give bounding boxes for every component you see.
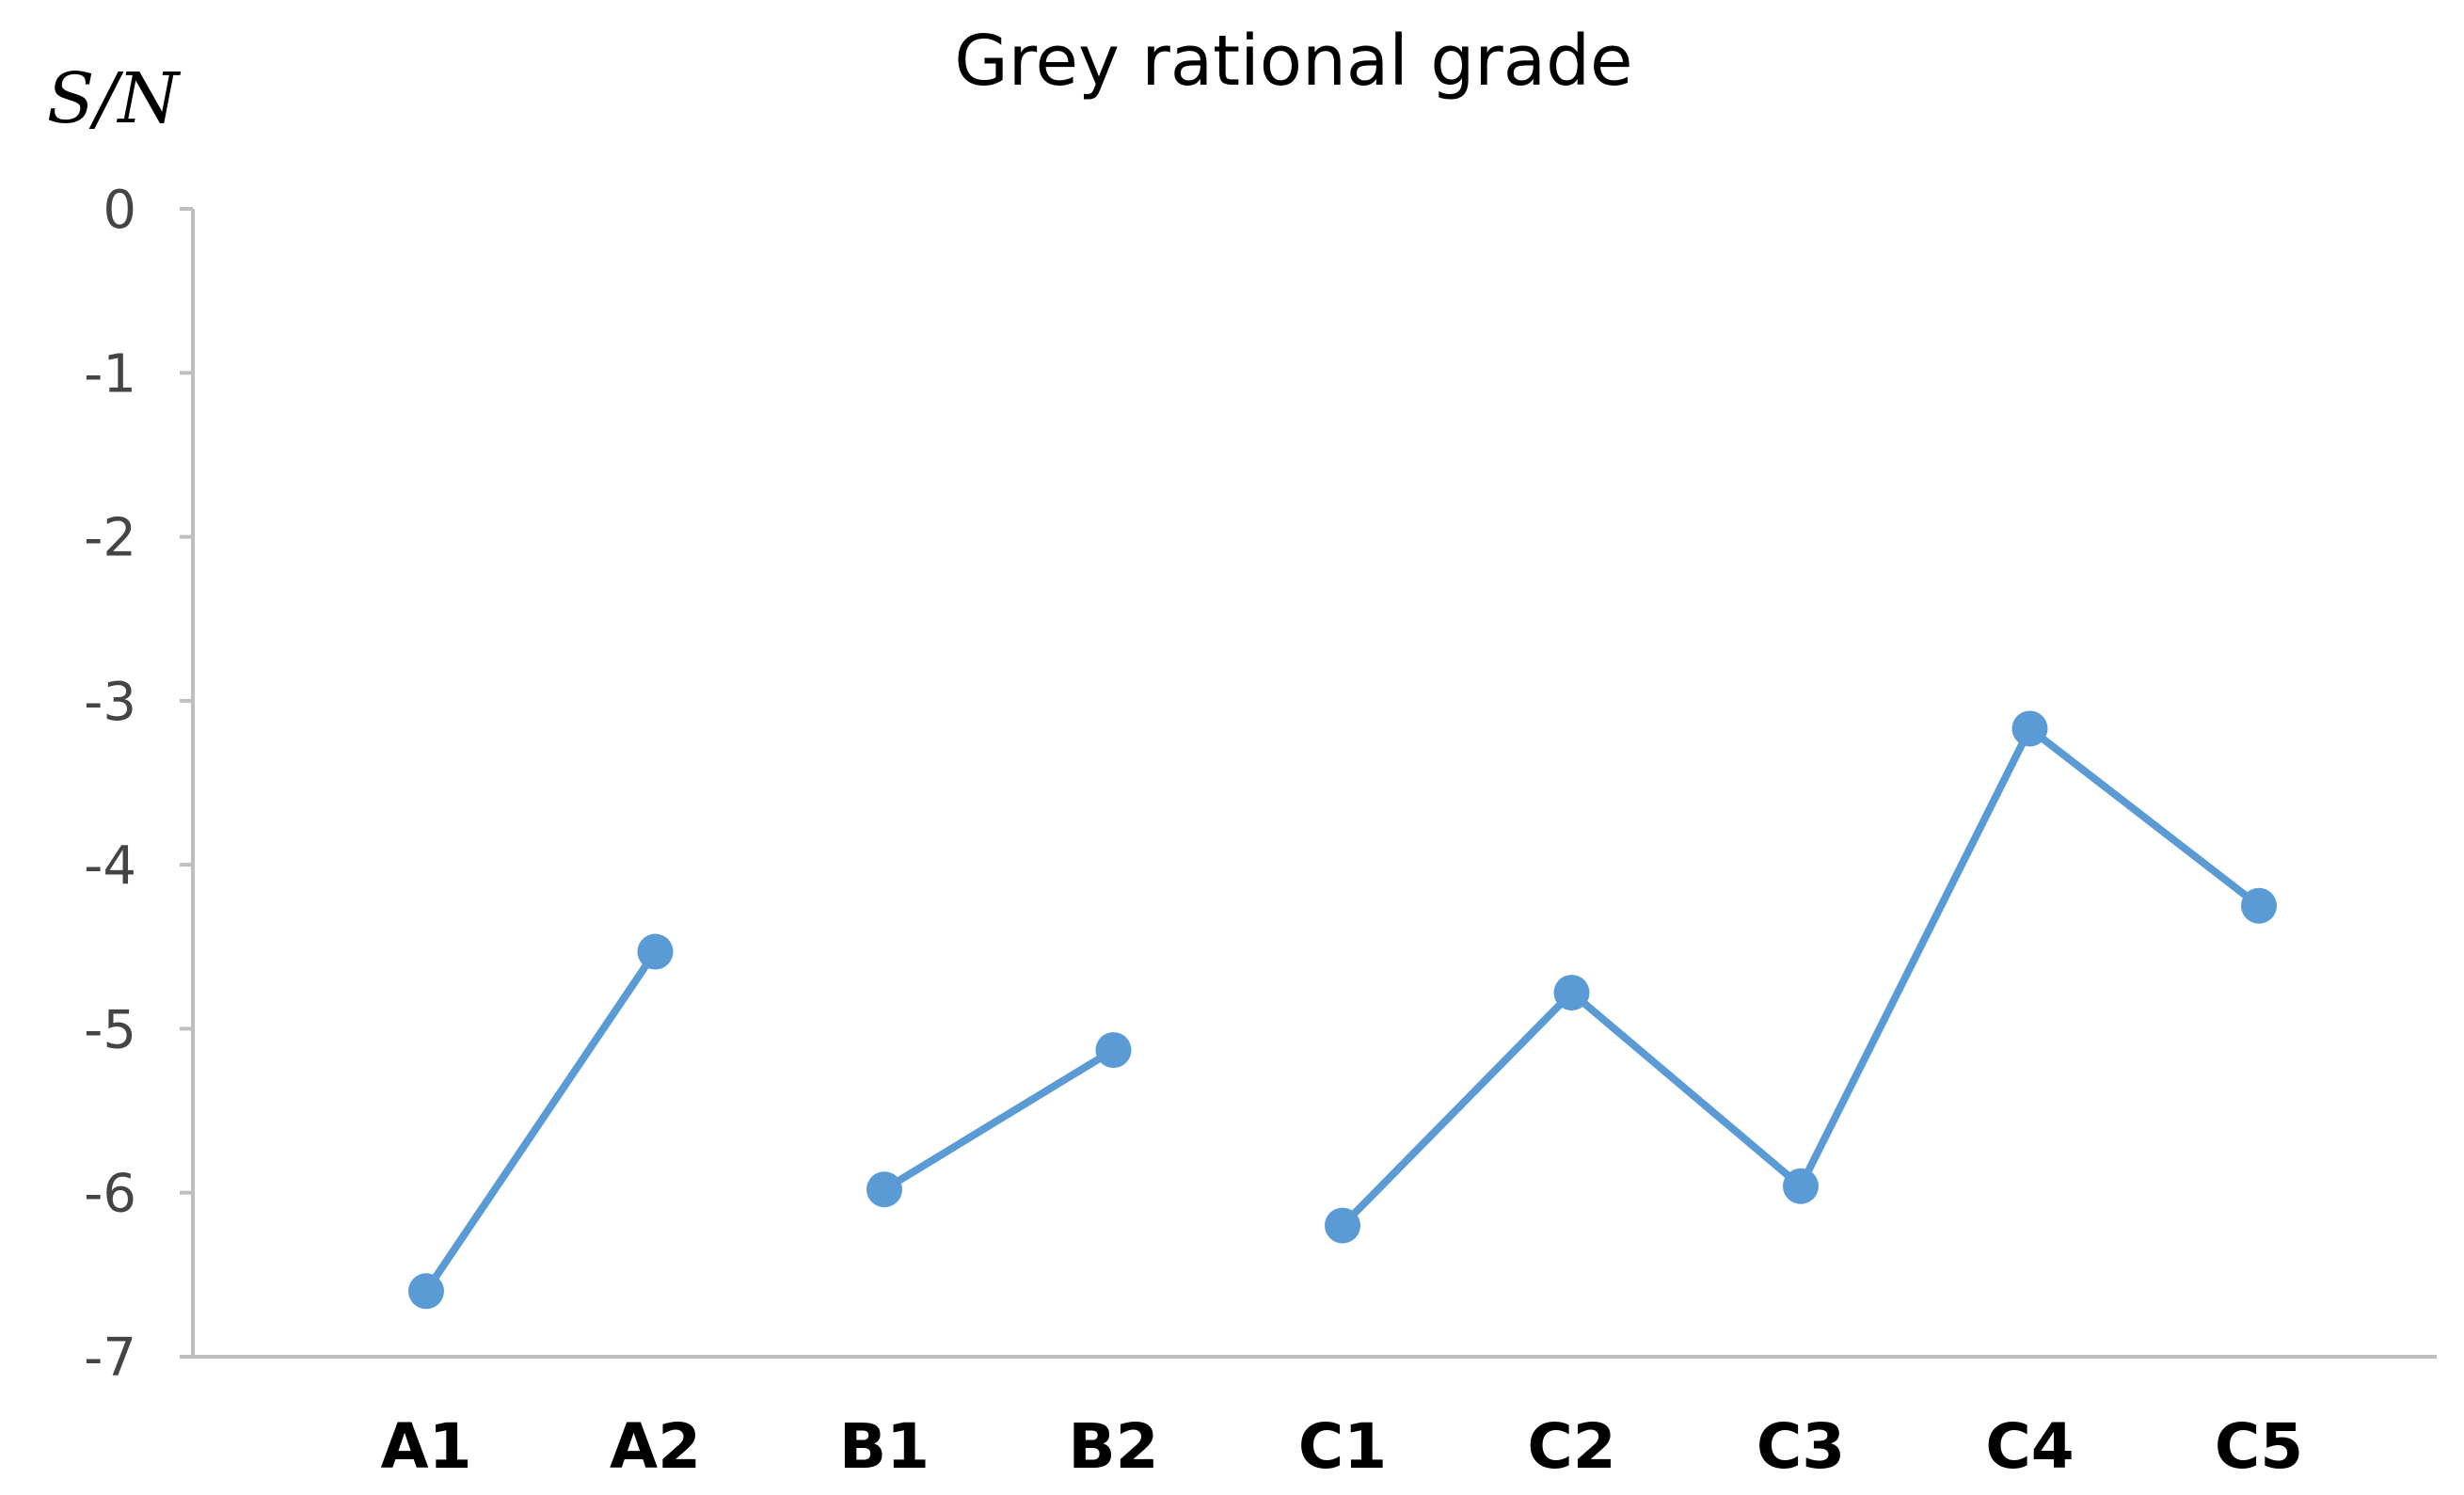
data-point-marker — [1783, 1168, 1819, 1204]
data-series — [408, 710, 2277, 1310]
y-tick-label: -6 — [84, 1164, 136, 1225]
x-axis-ticks: A1 A2 B1 B2 C1 C2 C3 C4 C5 — [380, 1410, 2303, 1483]
y-tick-label: 0 — [103, 180, 136, 241]
x-tick-label: A2 — [610, 1410, 701, 1483]
data-point-marker — [1095, 1032, 1132, 1069]
x-tick-label: C5 — [2215, 1410, 2303, 1483]
chart-title: Grey rational grade — [954, 21, 1632, 102]
series-line-segment — [881, 1046, 1118, 1194]
y-axis-label: S/N — [47, 58, 182, 139]
series-line-segment — [422, 947, 660, 1296]
data-point-marker — [2241, 887, 2277, 924]
data-point-marker — [2011, 710, 2048, 747]
y-tick-label: -4 — [84, 835, 136, 897]
series-line-segment — [1339, 724, 2263, 1230]
x-tick-label: B2 — [1068, 1410, 1158, 1483]
x-tick-label: B1 — [839, 1410, 930, 1483]
data-point-marker — [866, 1171, 902, 1208]
x-tick-label: A1 — [380, 1410, 471, 1483]
data-point-marker — [408, 1273, 444, 1310]
y-tick-label: -1 — [84, 343, 136, 405]
data-point-marker — [1325, 1207, 1360, 1244]
data-point-marker — [1553, 975, 1590, 1011]
data-point-marker — [637, 933, 674, 970]
x-tick-label: C3 — [1757, 1410, 1845, 1483]
x-tick-label: C1 — [1298, 1410, 1387, 1483]
y-tick-label: -5 — [84, 999, 136, 1060]
x-tick-label: C2 — [1527, 1410, 1615, 1483]
y-tick-label: -7 — [84, 1328, 136, 1389]
y-tick-label: -2 — [84, 508, 136, 569]
x-tick-label: C4 — [1985, 1410, 2074, 1483]
y-axis-ticks: 0 -1 -2 -3 -4 -5 -6 -7 — [84, 180, 193, 1389]
y-tick-label: -3 — [84, 672, 136, 733]
